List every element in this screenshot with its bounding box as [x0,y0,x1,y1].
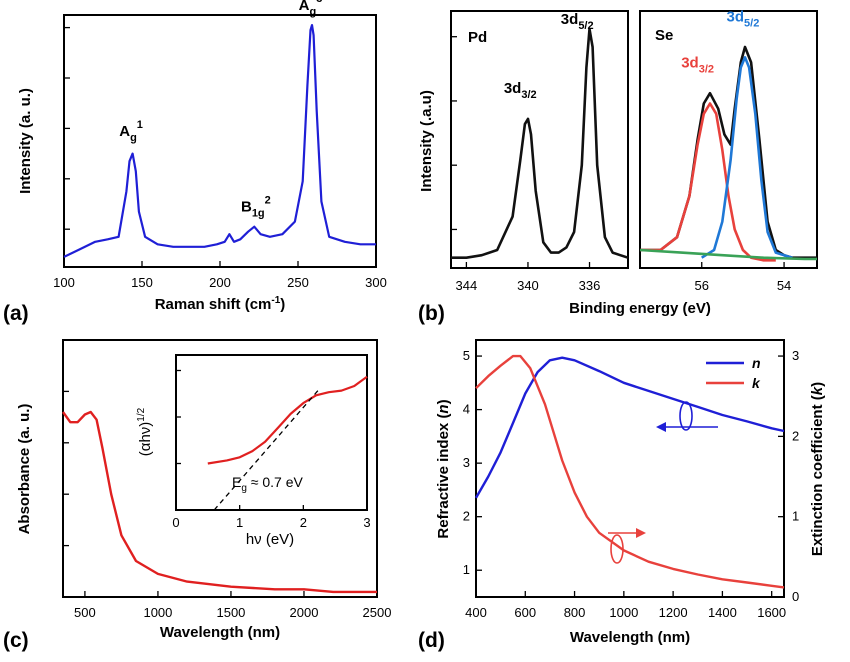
panel-c-x-tick-label: 2500 [363,605,392,620]
panel-b-se-line-3d5/2 [702,57,793,257]
panel-a-x-tick-label: 250 [287,275,309,290]
panel-b-se-x-tick-label: 56 [695,278,709,293]
panel-b-pd-x-tick-label: 344 [456,278,478,293]
panel-d-series [476,356,784,587]
panel-c-eg-annotation: Eg ≈ 0.7 eV [232,474,304,494]
panel-c-x-tick-label: 1000 [143,605,172,620]
panel-c-x-tick-label: 1500 [216,605,245,620]
panel-d-xlabel: Wavelength (nm) [570,629,690,646]
panel-d-x-tick-label: 1000 [609,605,638,620]
panel-d-y-tick-label: 1 [463,562,470,577]
panel-a-peak-label-1: Ag1 [119,119,143,144]
panel-b-pd-frame [451,11,628,268]
panel-c-ylabel: Absorbance (a. u.) [16,404,33,535]
panel-d-legend: nk [706,355,761,391]
panel-d-x-tick-label: 1400 [708,605,737,620]
panel-b-pd-peak-label-2: 3d5/2 [561,11,594,32]
panel-c-absorbance: 500 1000 1500 2000 2500 0 1 2 3 hν (eV) (αhν)1/… [3,340,391,652]
panel-d-legend-label-k: k [752,375,761,391]
panel-d-y2-tick-label: 1 [792,509,799,524]
panel-a-raman-line [64,25,376,257]
panel-c-x-tick-label: 500 [74,605,96,620]
panel-a-peak-labels: Ag1B1g2Ag3 [119,0,322,220]
panel-b-pd-peak-label-1: 3d3/2 [504,80,537,101]
panel-c-x-tick-label: 2000 [290,605,319,620]
panel-a-series [64,25,376,257]
panel-d-y2-tick-label: 2 [792,428,799,443]
panel-c-series [63,412,377,592]
panel-d-x-tick-label: 600 [514,605,536,620]
panel-c-inset-x-tick-label: 1 [236,515,243,530]
panel-b-series [451,29,817,260]
panel-c-inset-fit-line [214,389,319,510]
panel-d-x-tick-label: 1200 [659,605,688,620]
panel-c-inset-x-tick-label: 3 [363,515,370,530]
panel-d-x-tick-label: 400 [465,605,487,620]
panel-d-n-axis-marker [656,402,718,432]
panel-d-line-n [476,358,784,498]
panel-a-frame [64,15,376,267]
panel-b-ylabel: Intensity (.a.u) [418,90,435,192]
panel-b-pd-line-0 [451,29,628,258]
panel-c-absorbance-line [63,412,377,592]
panel-a-xlabel: Raman shift (cm-1) [155,295,286,313]
panel-d-ticks: 400 600 800 1000 1200 1400 1600 1 2 3 4 5 0 1 2 3 [463,348,799,620]
panel-d-y-tick-label: 2 [463,509,470,524]
panel-d-y-tick-label: 5 [463,348,470,363]
panel-b-se-label: Se [655,27,673,44]
panel-a-x-tick-label: 200 [209,275,231,290]
panel-b-se-line-background [640,250,817,259]
panel-c-inset-ylabel: (αhν)1/2 [136,407,154,456]
panel-b-pd-label: Pd [468,29,487,46]
figure: 100150200250300 Ag1B1g2Ag3 Raman shift (… [0,0,850,662]
panel-d-y-tick-label: 4 [463,402,470,417]
panel-d-legend-label-n: n [752,355,761,371]
panel-d-frame [476,340,784,597]
panel-d-y2label: Extinction coefficient (k) [809,382,826,556]
panel-b-pd-x-tick-label: 340 [517,278,539,293]
panel-d-optical-constants: 400 600 800 1000 1200 1400 1600 1 2 3 4 5 0 1 2 3 nk Wa… [418,340,826,652]
panel-d-y2-tick-label: 0 [792,589,799,604]
panel-c-tag: (c) [3,629,29,652]
panel-a-x-tick-label: 300 [365,275,387,290]
panel-c-inset-x-tick-label: 2 [300,515,307,530]
panel-d-y-tick-label: 3 [463,455,470,470]
panel-a-x-tick-label: 100 [53,275,75,290]
panel-b-xlabel: Binding energy (eV) [569,300,711,317]
panel-c-inset-xlabel: hν (eV) [246,531,294,548]
panel-d-x-tick-label: 800 [564,605,586,620]
panel-d-line-k [476,356,784,587]
panel-d-tag: (d) [418,629,445,652]
panel-b-pd-x-tick-label: 336 [579,278,601,293]
panel-a-x-tick-label: 150 [131,275,153,290]
panel-a-tag: (a) [3,302,29,325]
panel-b-tag: (b) [418,302,445,325]
panel-a-ylabel: Intensity (a. u.) [17,88,34,194]
panel-c-inset-tauc-line [208,377,367,464]
panel-d-ylabel: Refractive index (n) [435,399,452,538]
panel-c-inset: 0 1 2 3 [172,371,370,531]
panel-b-se-peak-label-1: 3d3/2 [681,55,714,76]
panel-c-frame [63,340,377,597]
panel-c-xlabel: Wavelength (nm) [160,624,280,641]
panel-a-x-ticks: 100 150 200 250 300 [53,261,387,290]
panel-b-se-x-tick-label: 54 [777,278,791,293]
panel-d-y2-tick-label: 3 [792,348,799,363]
panel-a-peak-label-2: B1g2 [241,195,271,220]
panel-b-se-line-envelope [640,47,817,258]
panel-c-inset-x-tick-label: 0 [172,515,179,530]
panel-d-x-tick-label: 1600 [757,605,786,620]
